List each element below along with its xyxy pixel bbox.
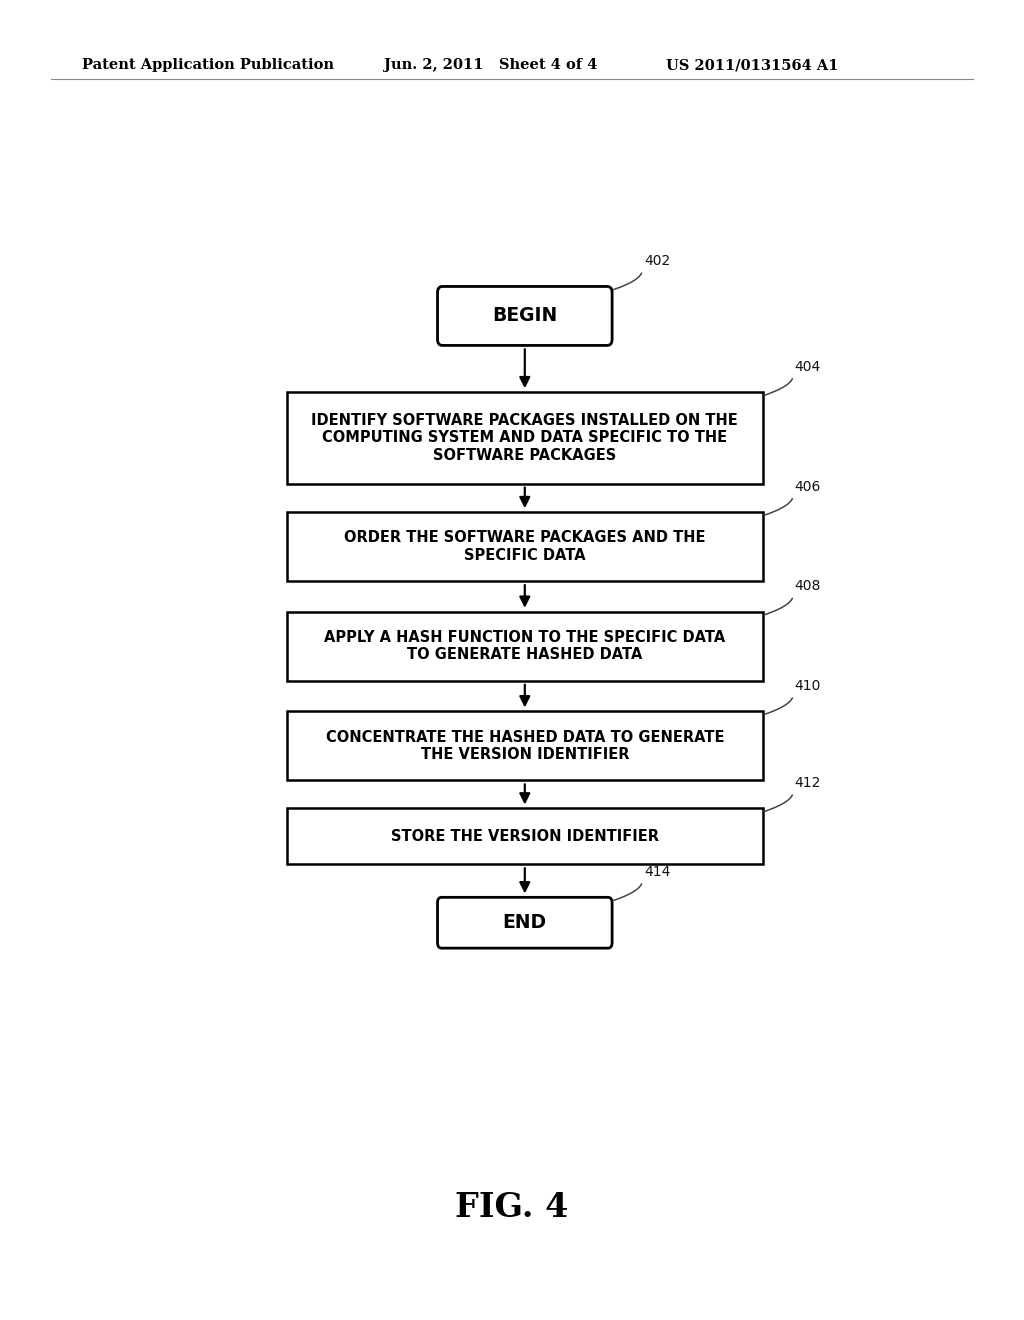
Bar	[287, 808, 763, 865]
Text: 414: 414	[644, 865, 671, 879]
Text: 408: 408	[795, 579, 821, 594]
Bar	[287, 711, 763, 780]
Text: 402: 402	[644, 255, 670, 268]
FancyBboxPatch shape	[437, 286, 612, 346]
Text: Jun. 2, 2011   Sheet 4 of 4: Jun. 2, 2011 Sheet 4 of 4	[384, 58, 597, 73]
Text: 412: 412	[795, 776, 821, 791]
Text: END: END	[503, 913, 547, 932]
Text: 404: 404	[795, 360, 821, 374]
Bar	[287, 392, 763, 483]
Text: FIG. 4: FIG. 4	[456, 1191, 568, 1225]
Text: Patent Application Publication: Patent Application Publication	[82, 58, 334, 73]
Text: APPLY A HASH FUNCTION TO THE SPECIFIC DATA
TO GENERATE HASHED DATA: APPLY A HASH FUNCTION TO THE SPECIFIC DA…	[325, 630, 725, 663]
Text: IDENTIFY SOFTWARE PACKAGES INSTALLED ON THE
COMPUTING SYSTEM AND DATA SPECIFIC T: IDENTIFY SOFTWARE PACKAGES INSTALLED ON …	[311, 413, 738, 463]
Bar	[287, 611, 763, 681]
Text: 406: 406	[795, 479, 821, 494]
Text: US 2011/0131564 A1: US 2011/0131564 A1	[666, 58, 838, 73]
Text: BEGIN: BEGIN	[493, 306, 557, 326]
Text: ORDER THE SOFTWARE PACKAGES AND THE
SPECIFIC DATA: ORDER THE SOFTWARE PACKAGES AND THE SPEC…	[344, 531, 706, 562]
FancyBboxPatch shape	[437, 898, 612, 948]
Text: CONCENTRATE THE HASHED DATA TO GENERATE
THE VERSION IDENTIFIER: CONCENTRATE THE HASHED DATA TO GENERATE …	[326, 730, 724, 762]
Text: 410: 410	[795, 678, 821, 693]
Bar	[287, 512, 763, 581]
Text: STORE THE VERSION IDENTIFIER: STORE THE VERSION IDENTIFIER	[391, 829, 658, 843]
